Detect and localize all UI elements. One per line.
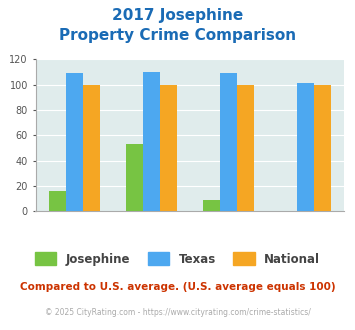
Bar [126, 144, 143, 211]
Bar [83, 85, 100, 211]
Bar [314, 85, 331, 211]
Text: Property Crime Comparison: Property Crime Comparison [59, 28, 296, 43]
Text: 2017 Josephine: 2017 Josephine [112, 8, 243, 23]
Text: Compared to U.S. average. (U.S. average equals 100): Compared to U.S. average. (U.S. average … [20, 282, 335, 292]
Bar [220, 73, 237, 211]
Bar [66, 73, 83, 211]
Bar [49, 191, 66, 211]
Bar [160, 85, 177, 211]
Bar [203, 200, 220, 211]
Legend: Josephine, Texas, National: Josephine, Texas, National [30, 248, 325, 271]
Bar [237, 85, 254, 211]
Text: © 2025 CityRating.com - https://www.cityrating.com/crime-statistics/: © 2025 CityRating.com - https://www.city… [45, 308, 310, 316]
Bar [297, 83, 314, 211]
Bar [143, 72, 160, 211]
